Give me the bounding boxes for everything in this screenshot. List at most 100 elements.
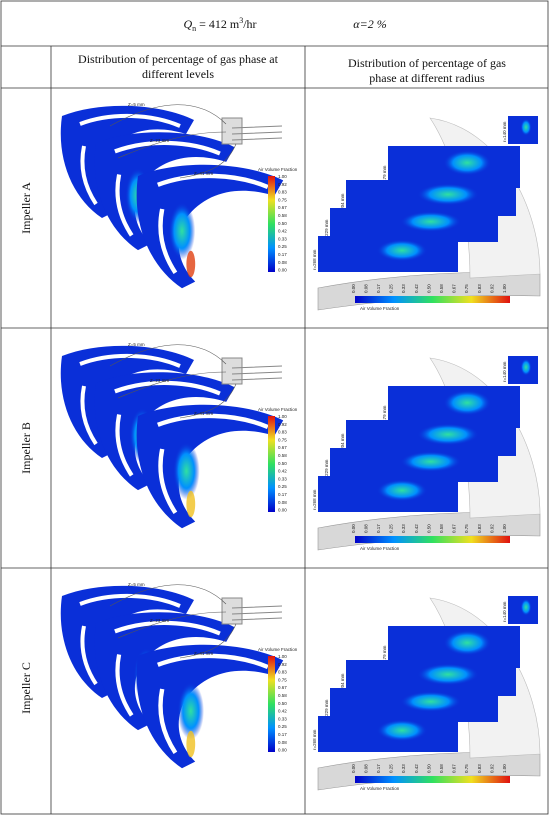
sketch-body: [221, 357, 243, 385]
gas-region: [443, 390, 491, 416]
gas-region: [520, 118, 532, 136]
gas-region: [417, 423, 479, 446]
colorbar-tick-label: 0.08: [278, 740, 287, 745]
leader-line: [109, 344, 237, 419]
colorbar-tick-label: 0.58: [439, 284, 444, 293]
blade-slot: [158, 688, 178, 755]
colorbar-tick-label: 0.00: [278, 268, 287, 273]
blade-slot: [157, 173, 269, 190]
colorbar-tick-label: 0.92: [278, 182, 287, 187]
colorbar-tick-label: 0.00: [278, 508, 287, 513]
colorbar-tick-label: 0.33: [278, 236, 287, 241]
colorbar-tick-label: 0.00: [351, 284, 356, 293]
colorbar-tick-label: 0.42: [414, 764, 419, 773]
colorbar-tick-label: 0.25: [389, 764, 394, 773]
gas-region: [520, 358, 532, 376]
colorbar-title: Air Volume Fraction: [360, 786, 400, 791]
colorbar-tick-label: 0.08: [363, 524, 368, 533]
colorbar-tick-label: 1.00: [278, 654, 287, 659]
leader-line: [109, 584, 237, 659]
colorbar-tick-label: 0.50: [278, 461, 287, 466]
level-label: Z=5 mm: [128, 102, 145, 107]
blade-section: [60, 105, 194, 218]
colorbar-tick-label: 0.75: [464, 764, 469, 773]
impeller-sketch: [109, 104, 283, 179]
colorbar-tick-label: 0.67: [452, 284, 457, 293]
colorbar-tick-label: 0.50: [426, 524, 431, 533]
colorbar-tick-label: 0.33: [278, 716, 287, 721]
row-label: Impeller C: [19, 662, 33, 714]
colorbar-tick-label: 0.58: [439, 764, 444, 773]
blade: [136, 164, 284, 289]
blade: [136, 404, 284, 529]
levels-figure: Z=5 mm Z=23 mm Z=41 mm Air Volume Fraction 1…: [60, 582, 298, 769]
sketch-shaft: [231, 605, 283, 621]
colorbar-tick-label: 0.50: [426, 284, 431, 293]
colorbar-title: Air Volume Fraction: [360, 546, 400, 551]
colorbar-tick-label: 0.67: [278, 685, 287, 690]
colorbar-tick-label: 0.58: [439, 524, 444, 533]
blade: [94, 372, 235, 491]
colorbar-tick-label: 0.67: [452, 524, 457, 533]
radius-label: r=268 mm: [312, 249, 317, 270]
gas-region: [376, 719, 428, 742]
flow-rate: Qn = 412 m3/hr: [183, 16, 256, 33]
radius-label: r=179 mm: [382, 405, 387, 426]
gas-fraction: α=2 %: [353, 17, 386, 31]
gas-region: [520, 598, 532, 616]
level-label: Z=5 mm: [128, 342, 145, 347]
radius-label: r=140 mm: [502, 601, 507, 622]
column-header-line: phase at different radius: [369, 71, 485, 85]
gas-region: [186, 490, 196, 518]
sketch-body: [221, 597, 243, 625]
colorbar-tick-label: 0.67: [278, 205, 287, 210]
colorbar-tick-label: 1.00: [502, 284, 507, 293]
colorbar-tick-label: 0.33: [401, 524, 406, 533]
radius-label: r=229 mm: [324, 699, 329, 720]
blade-section: [136, 404, 284, 529]
level-label: Z=41 mm: [194, 171, 213, 176]
gas-region: [443, 630, 491, 656]
row-label: Impeller A: [19, 182, 33, 234]
levels-figure: Z=5 mm Z=23 mm Z=41 mm Air Volume Fraction 1…: [60, 102, 298, 289]
radius-label: r=268 mm: [312, 729, 317, 750]
colorbar-tick-label: 0.00: [351, 524, 356, 533]
gas-region: [376, 479, 428, 502]
blade: [60, 585, 194, 698]
colorbar-tick-label: 0.83: [278, 430, 287, 435]
colorbar-tick-label: 0.92: [489, 764, 494, 773]
level-label: Z=41 mm: [194, 411, 213, 416]
colorbar-tick-label: 0.50: [278, 221, 287, 226]
blade-slot: [115, 414, 134, 477]
colorbar-tick-label: 0.92: [278, 422, 287, 427]
radius-label: r=204 mm: [340, 433, 345, 454]
colorbar-tick-label: 0.25: [278, 484, 287, 489]
colorbar-tick-label: 0.42: [414, 284, 419, 293]
colorbar-tick-label: 0.25: [278, 244, 287, 249]
radius-figure: r=140 mm r=179 mm r=204 mm r=229 mm r=268 mm…: [312, 356, 541, 551]
blade: [60, 345, 194, 458]
colorbar-tick-label: 0.58: [278, 213, 287, 218]
sketch-shaft: [231, 125, 283, 141]
blade: [94, 132, 235, 251]
colorbar-tick-label: 0.83: [477, 524, 482, 533]
radius-label: r=179 mm: [382, 645, 387, 666]
blade-slot: [114, 380, 221, 396]
radius-label: r=140 mm: [502, 121, 507, 142]
colorbar-tick-label: 0.75: [278, 677, 287, 682]
colorbar-tick-label: 0.92: [278, 662, 287, 667]
colorbar-tick-label: 0.75: [464, 284, 469, 293]
blade-slot: [79, 353, 181, 368]
colorbar-tick-label: 0.33: [401, 764, 406, 773]
colorbar-tick-label: 0.08: [278, 260, 287, 265]
blade-section: [60, 585, 194, 698]
row-label: Impeller B: [19, 422, 33, 474]
colorbar: [268, 656, 275, 752]
gas-region: [400, 451, 462, 472]
radius-label: r=204 mm: [340, 673, 345, 694]
colorbar-tick-label: 0.08: [278, 500, 287, 505]
radius-figure: r=140 mm r=179 mm r=204 mm r=229 mm r=268 mm…: [312, 596, 541, 791]
colorbar-title: Air Volume Fraction: [360, 306, 400, 311]
radius-label: r=140 mm: [502, 361, 507, 382]
